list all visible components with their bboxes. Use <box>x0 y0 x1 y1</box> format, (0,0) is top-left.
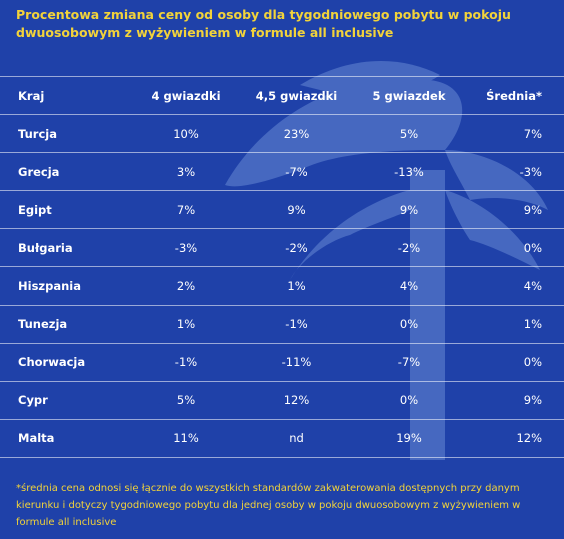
value-5-stars-cell: -13% <box>349 152 469 192</box>
table-header-row: Kraj 4 gwiazdki 4,5 gwiazdki 5 gwiazdek … <box>0 75 564 116</box>
value-average-cell: 7% <box>469 114 564 154</box>
table-row: Turcja 10% 23% 5% 7% <box>0 114 564 154</box>
country-cell: Grecja <box>0 152 128 192</box>
table-row: Bułgaria -3% -2% -2% 0% <box>0 228 564 268</box>
country-cell: Bułgaria <box>0 228 128 268</box>
header-4-5-stars: 4,5 gwiazdki <box>244 75 349 116</box>
table-row: Tunezja 1% -1% 0% 1% <box>0 305 564 344</box>
value-5-stars-cell: 0% <box>349 305 469 344</box>
value-5-stars-cell: 9% <box>349 190 469 230</box>
value-5-stars-cell: 19% <box>349 419 469 458</box>
country-cell: Chorwacja <box>0 343 128 382</box>
value-average-cell: 0% <box>469 228 564 268</box>
value-average-cell: 4% <box>469 266 564 306</box>
value-4-5-stars-cell: 9% <box>244 190 349 230</box>
chart-title: Procentowa zmiana ceny od osoby dla tygo… <box>16 7 511 40</box>
value-average-cell: 9% <box>469 381 564 420</box>
country-cell: Hiszpania <box>0 266 128 306</box>
value-4-stars-cell: 10% <box>128 114 244 154</box>
header-country: Kraj <box>0 75 128 116</box>
value-average-cell: 1% <box>469 305 564 344</box>
header-average: Średnia* <box>469 75 564 116</box>
table-row: Egipt 7% 9% 9% 9% <box>0 190 564 230</box>
table-row: Cypr 5% 12% 0% 9% <box>0 381 564 420</box>
value-4-5-stars-cell: nd <box>244 419 349 458</box>
value-5-stars-cell: 4% <box>349 266 469 306</box>
value-4-stars-cell: 5% <box>128 381 244 420</box>
value-4-stars-cell: 2% <box>128 266 244 306</box>
country-cell: Tunezja <box>0 305 128 344</box>
value-4-5-stars-cell: -2% <box>244 228 349 268</box>
table-row: Grecja 3% -7% -13% -3% <box>0 152 564 192</box>
value-5-stars-cell: 0% <box>349 381 469 420</box>
value-4-5-stars-cell: -7% <box>244 152 349 192</box>
table-row: Malta 11% nd 19% 12% <box>0 419 564 458</box>
value-4-stars-cell: 1% <box>128 305 244 344</box>
header-4-stars: 4 gwiazdki <box>128 75 244 116</box>
value-average-cell: 0% <box>469 343 564 382</box>
price-change-table: Kraj 4 gwiazdki 4,5 gwiazdki 5 gwiazdek … <box>0 75 564 458</box>
table-row: Chorwacja -1% -11% -7% 0% <box>0 343 564 382</box>
country-cell: Cypr <box>0 381 128 420</box>
header-5-stars: 5 gwiazdek <box>349 75 469 116</box>
value-4-stars-cell: 7% <box>128 190 244 230</box>
country-cell: Egipt <box>0 190 128 230</box>
country-cell: Malta <box>0 419 128 458</box>
value-4-stars-cell: -3% <box>128 228 244 268</box>
country-cell: Turcja <box>0 114 128 154</box>
value-4-5-stars-cell: 12% <box>244 381 349 420</box>
value-5-stars-cell: 5% <box>349 114 469 154</box>
table-row: Hiszpania 2% 1% 4% 4% <box>0 266 564 306</box>
value-4-5-stars-cell: 1% <box>244 266 349 306</box>
value-4-stars-cell: -1% <box>128 343 244 382</box>
value-5-stars-cell: -2% <box>349 228 469 268</box>
value-4-5-stars-cell: -11% <box>244 343 349 382</box>
value-average-cell: 9% <box>469 190 564 230</box>
footnote: *średnia cena odnosi się łącznie do wszy… <box>16 483 521 528</box>
value-4-5-stars-cell: -1% <box>244 305 349 344</box>
value-4-stars-cell: 3% <box>128 152 244 192</box>
value-average-cell: 12% <box>469 419 564 458</box>
value-5-stars-cell: -7% <box>349 343 469 382</box>
value-4-5-stars-cell: 23% <box>244 114 349 154</box>
value-4-stars-cell: 11% <box>128 419 244 458</box>
value-average-cell: -3% <box>469 152 564 192</box>
